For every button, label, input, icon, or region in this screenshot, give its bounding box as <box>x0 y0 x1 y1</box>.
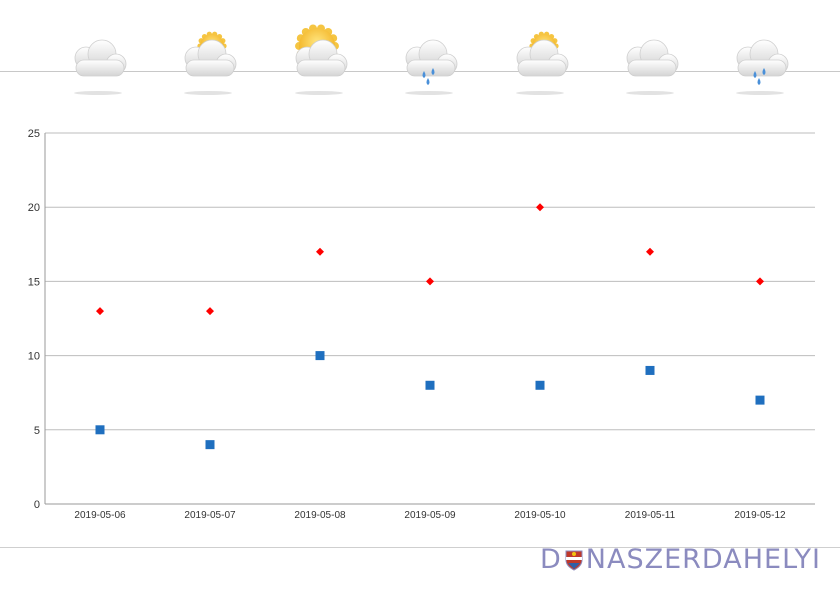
data-point-square <box>425 380 435 390</box>
brand-letter-d: D <box>540 544 562 575</box>
data-point-diamond <box>426 277 434 286</box>
data-point-square <box>205 440 215 450</box>
mostly-sunny-icon <box>279 16 359 96</box>
footer-divider <box>0 547 840 548</box>
cloudy-icon <box>58 16 138 96</box>
brand-logo[interactable]: D NASZERDAHELYI <box>540 540 821 580</box>
temperature-chart: 0 5 10 15 20 25 2019-05-06 2019-05-07 2019-05-08… <box>28 128 815 521</box>
data-point-square <box>315 351 325 361</box>
cloudy-icon <box>610 16 690 96</box>
data-point-square <box>95 425 105 435</box>
x-tick-label: 2019-05-11 <box>625 510 676 521</box>
weather-forecast-strip <box>0 0 840 100</box>
y-tick-label: 25 <box>28 128 40 140</box>
data-point-diamond <box>206 307 214 316</box>
data-point-diamond <box>96 307 104 316</box>
partly-sunny-icon <box>168 16 248 96</box>
x-tick-label: 2019-05-12 <box>734 510 786 521</box>
partly-sunny-icon <box>500 16 580 96</box>
x-tick-label: 2019-05-08 <box>294 510 346 521</box>
y-tick-label: 5 <box>34 425 40 437</box>
data-point-diamond <box>536 203 544 212</box>
y-tick-label: 15 <box>28 276 40 288</box>
x-tick-label: 2019-05-10 <box>514 510 566 521</box>
rain-cloud-icon <box>720 16 800 96</box>
data-point-diamond <box>756 277 764 286</box>
y-tick-label: 10 <box>28 351 40 363</box>
data-point-diamond <box>316 247 324 256</box>
data-point-square <box>755 395 765 405</box>
coat-of-arms-icon <box>565 550 583 571</box>
brand-text: NASZERDAHELYI <box>585 544 821 575</box>
y-tick-label: 0 <box>34 499 40 511</box>
x-tick-label: 2019-05-06 <box>74 510 126 521</box>
data-point-square <box>645 365 655 375</box>
rain-cloud-icon <box>389 16 469 96</box>
y-tick-label: 20 <box>28 202 40 214</box>
data-point-square <box>535 380 545 390</box>
data-point-diamond <box>646 247 654 256</box>
x-tick-label: 2019-05-07 <box>184 510 236 521</box>
x-tick-label: 2019-05-09 <box>404 510 456 521</box>
